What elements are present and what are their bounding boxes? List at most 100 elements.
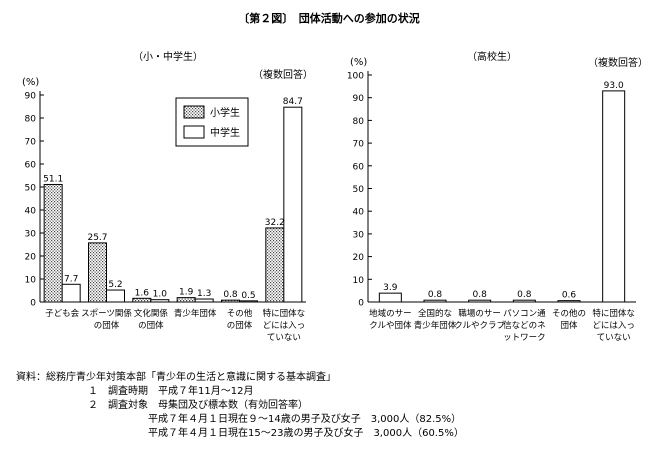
chart-elementary-junior-high: （小・中学生） (%) （複数回答） 0 10 20 30 40 50 60 70 80 90 51.1 7… [22, 50, 313, 343]
source-line: 資料：総務庁青少年対策本部「青少年の生活と意識に関する基本調査」 [16, 372, 336, 383]
y-tick-label: 10 [353, 276, 365, 286]
data-label: 0.8 [473, 290, 488, 300]
legend-swatch [183, 125, 205, 139]
x-tick-label: どには入っ [263, 321, 306, 331]
y-tick-label: 50 [353, 185, 365, 195]
x-tick-label: 子ども会 [45, 308, 80, 319]
x-tick-label: 全国的な [418, 308, 452, 319]
x-tick-label: 特に団体な [263, 308, 306, 319]
data-label: 0.8 [428, 290, 443, 300]
data-label: 32.2 [265, 218, 285, 228]
data-label: 51.1 [43, 174, 63, 184]
x-tick-label: どには入っ [592, 321, 635, 331]
x-tick-label: の団体 [227, 320, 253, 331]
x-tick-label: クルや団体 [369, 320, 412, 331]
bar [557, 300, 581, 303]
data-label: 0.8 [223, 290, 238, 300]
survey-period: １ 調査時期 平成７年11月〜12月 [88, 386, 254, 397]
bar [512, 299, 536, 303]
y-tick-label: 0 [30, 299, 36, 309]
y-tick-label: 60 [353, 162, 365, 172]
data-label: 1.3 [197, 289, 211, 299]
multiple-answer-note: （複数回答） [588, 56, 648, 69]
y-tick-label: 30 [25, 230, 37, 240]
data-label: 25.7 [87, 233, 107, 243]
x-tick-label: パソコン通 [503, 308, 546, 319]
bar [88, 242, 107, 303]
legend-entry: 中学生 [210, 126, 240, 139]
bar [176, 297, 196, 303]
data-label: 5.2 [108, 280, 122, 290]
bar [43, 183, 63, 303]
y-tick-label: 90 [25, 92, 37, 102]
y-tick-label: 40 [353, 208, 365, 218]
y-tick-label: 70 [353, 140, 365, 150]
bar [423, 299, 447, 303]
x-tick-label: 職場のサー [458, 308, 501, 319]
figure-title: 〔第２図〕 団体活動への参加の状況 [238, 11, 420, 25]
chart-title: （小・中学生） [133, 50, 203, 63]
data-label: 0.8 [517, 290, 532, 300]
chart-high-school: （高校生） (%) （複数回答） 0 10 20 30 40 50 60 70 80 90 100 3.9 地… [347, 50, 648, 343]
x-tick-label: 信などのネ [503, 320, 546, 331]
x-tick-label: ていない [597, 333, 631, 343]
bar [132, 297, 152, 303]
data-label: 1.9 [179, 288, 194, 298]
bar [265, 227, 285, 303]
y-tick-label: 30 [353, 230, 365, 240]
multiple-answer-note: （複数回答） [253, 68, 313, 81]
data-label: 1.0 [153, 290, 168, 300]
y-tick-label: 10 [25, 276, 37, 286]
bar [194, 298, 214, 303]
x-tick-label: 地域のサー [369, 308, 412, 319]
bar [378, 292, 402, 303]
bar [239, 300, 258, 303]
y-tick-label: 80 [25, 115, 37, 125]
legend-entry: 小学生 [210, 106, 240, 119]
survey-population-1: 平成７年４月１日現在９〜14歳の男子及び女子 3,000人（82.5%） [148, 414, 462, 425]
bar [468, 299, 492, 303]
bar [150, 299, 170, 303]
x-tick-label: その他 [227, 308, 253, 319]
x-tick-label: 特に団体な [592, 308, 635, 319]
bar [106, 289, 125, 303]
data-label: 3.9 [383, 283, 398, 293]
bar [283, 106, 303, 303]
y-tick-label: 90 [353, 94, 365, 104]
bar [602, 90, 626, 303]
y-tick-label: 20 [25, 253, 37, 263]
legend-swatch [183, 105, 205, 119]
bar [61, 283, 81, 303]
bar [221, 299, 240, 303]
y-axis-unit: (%) [350, 57, 367, 68]
y-axis-unit: (%) [22, 77, 39, 88]
y-tick-label: 50 [25, 184, 37, 194]
x-tick-label: スポーツ関係 [81, 309, 132, 319]
y-tick-label: 80 [353, 117, 365, 127]
x-tick-label: 団体 [560, 320, 578, 331]
y-tick-label: 0 [358, 299, 364, 309]
x-tick-label: その他の [552, 308, 586, 319]
x-tick-label: の団体 [94, 320, 120, 331]
x-tick-label: 文化関係 [134, 308, 169, 319]
x-tick-label: 青少年団体 [174, 308, 217, 319]
data-label: 93.0 [604, 81, 624, 91]
y-tick-label: 40 [25, 207, 37, 217]
x-tick-label: クルやクラブ [454, 320, 505, 331]
data-label: 7.7 [64, 274, 78, 284]
y-tick-label: 60 [25, 161, 37, 171]
data-label: 84.7 [283, 97, 303, 107]
data-label: 0.6 [562, 291, 577, 301]
survey-population-2: 平成７年４月１日現在15〜23歳の男子及び女子 3,000人（60.5%） [148, 428, 464, 439]
y-tick-label: 100 [347, 72, 364, 82]
survey-target: ２ 調査対象 母集団及び標本数（有効回答率） [88, 400, 308, 411]
y-tick-label: 70 [25, 138, 37, 148]
y-tick-label: 20 [353, 253, 365, 263]
x-tick-label: の団体 [138, 320, 164, 331]
data-label: 0.5 [241, 291, 255, 301]
x-tick-label: ていない [267, 333, 301, 343]
data-label: 1.6 [135, 288, 150, 298]
x-tick-label: 青少年団体 [414, 320, 457, 331]
chart-title: （高校生） [467, 50, 517, 63]
